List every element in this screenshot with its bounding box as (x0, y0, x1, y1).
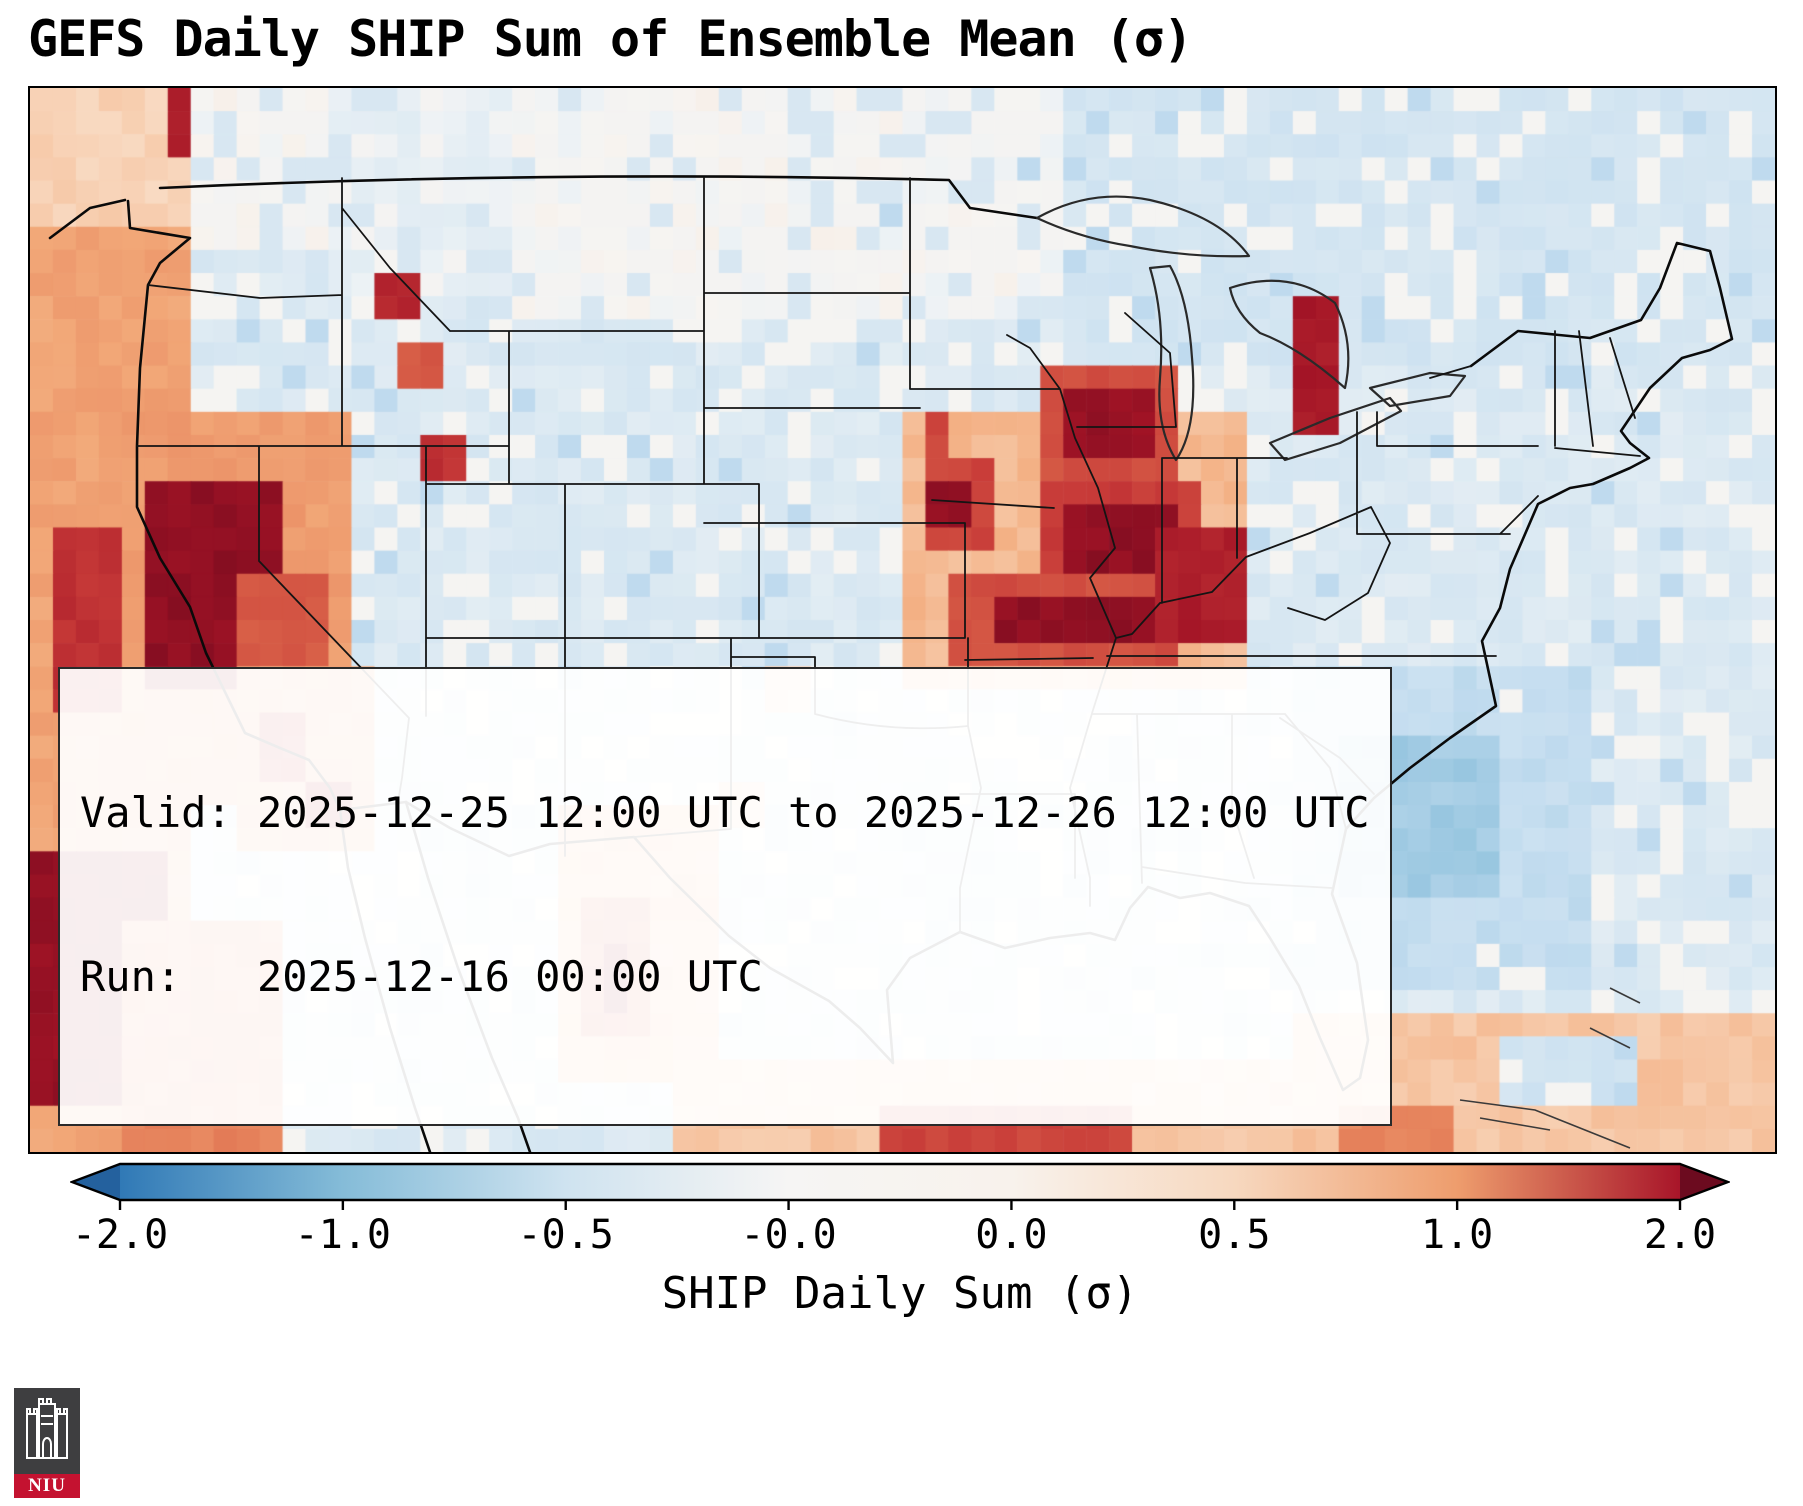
colorbar-svg (68, 1162, 1732, 1210)
valid-time-text: Valid: 2025-12-25 12:00 UTC to 2025-12-2… (80, 788, 1370, 838)
colorbar-tick-label: -0.0 (740, 1212, 837, 1258)
niu-logo: NIU (14, 1388, 80, 1498)
info-box: Valid: 2025-12-25 12:00 UTC to 2025-12-2… (58, 667, 1392, 1126)
colorbar-axis-label: SHIP Daily Sum (σ) (661, 1268, 1139, 1319)
colorbar-under-arrow (72, 1164, 120, 1200)
colorbar-tick-label: 2.0 (1643, 1212, 1717, 1258)
colorbar-ticks (118, 1200, 1682, 1210)
colorbar-tick-label: 0.0 (975, 1212, 1048, 1258)
niu-logo-castle (14, 1388, 80, 1474)
niu-logo-text: NIU (14, 1474, 80, 1498)
run-time-text: Run: 2025-12-16 00:00 UTC (80, 952, 763, 1002)
colorbar-tick-label: 0.5 (1198, 1212, 1271, 1258)
great-lakes-paths (1035, 195, 1467, 462)
castle-icon (26, 1398, 68, 1459)
colorbar-tick-label: -2.0 (71, 1212, 169, 1258)
islands-paths (1459, 987, 1641, 1149)
page-title: GEFS Daily SHIP Sum of Ensemble Mean (σ) (28, 10, 1193, 68)
colorbar-tick-label: 1.0 (1421, 1212, 1494, 1258)
map-panel: Valid: 2025-12-25 12:00 UTC to 2025-12-2… (28, 86, 1777, 1154)
colorbar-gradient (120, 1164, 1680, 1200)
colorbar-over-arrow (1680, 1164, 1728, 1200)
colorbar (68, 1162, 1732, 1212)
colorbar-tick-label: -1.0 (294, 1212, 392, 1258)
colorbar-tick-labels: -2.0 -1.0 -0.5 -0.0 0.0 0.5 1.0 2.0 (70, 1212, 1730, 1262)
colorbar-tick-label: -0.5 (517, 1212, 614, 1258)
